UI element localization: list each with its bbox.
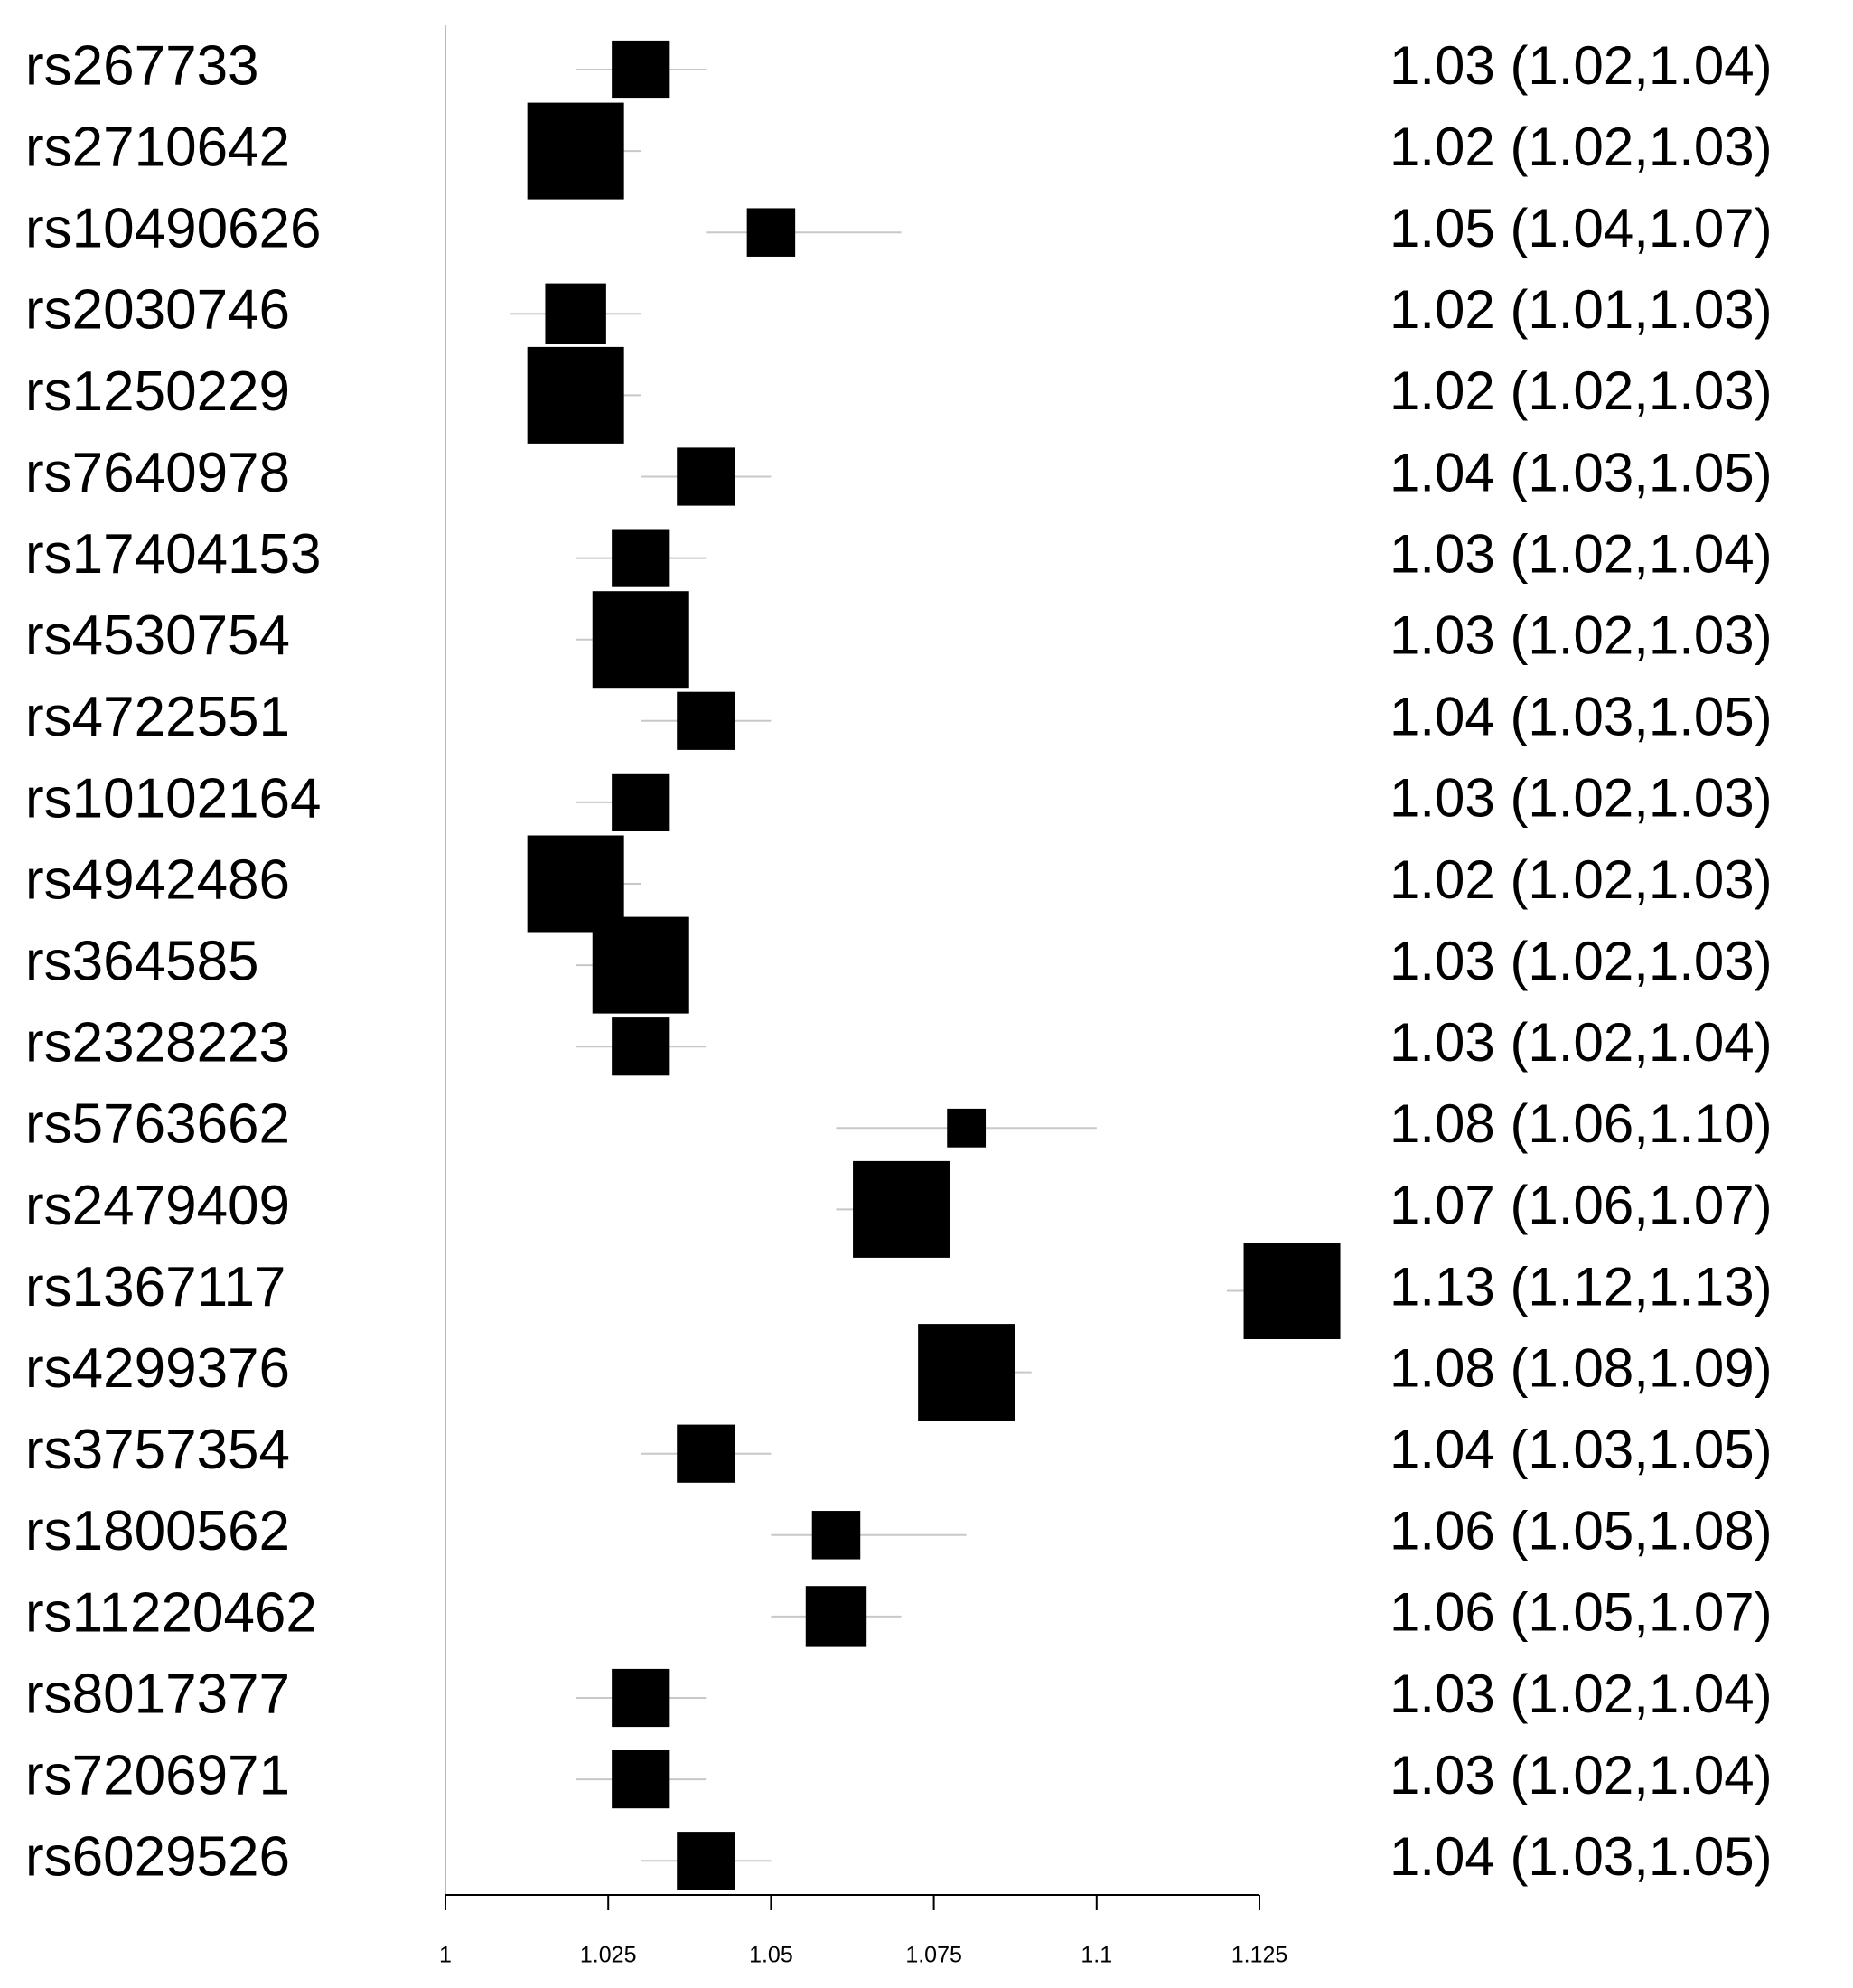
estimate-label: 1.03 (1.02,1.04) [1390, 523, 1773, 584]
row-label: rs2710642 [25, 116, 290, 178]
estimate-label: 1.13 (1.12,1.13) [1390, 1256, 1773, 1317]
x-tick-label: 1.1 [1081, 1943, 1112, 1968]
estimate-box [918, 1324, 1015, 1421]
row-label: rs11220462 [25, 1581, 317, 1644]
estimate-box [592, 591, 689, 689]
x-tick-label: 1.025 [580, 1943, 637, 1968]
estimate-box [805, 1586, 867, 1647]
row-label: rs364585 [25, 930, 259, 992]
estimate-box [545, 283, 606, 345]
estimate-box [853, 1160, 950, 1258]
estimate-label: 1.03 (1.02,1.03) [1390, 768, 1773, 829]
row-label: rs2328223 [25, 1012, 290, 1074]
estimate-label: 1.03 (1.02,1.04) [1390, 1664, 1773, 1724]
row-label: rs7206971 [25, 1744, 290, 1806]
estimate-label: 1.03 (1.02,1.04) [1390, 35, 1773, 96]
estimate-label: 1.07 (1.06,1.07) [1390, 1175, 1773, 1235]
estimate-label: 1.04 (1.03,1.05) [1390, 687, 1773, 747]
estimate-label: 1.03 (1.02,1.03) [1390, 605, 1773, 666]
estimate-box [677, 1424, 735, 1483]
row-label: rs267733 [25, 34, 259, 97]
row-label: rs5763662 [25, 1093, 290, 1156]
estimate-box [612, 773, 670, 831]
estimate-box [746, 208, 796, 257]
row-label: rs1250229 [25, 361, 290, 423]
estimate-label: 1.02 (1.02,1.03) [1390, 117, 1773, 177]
estimate-box [612, 529, 670, 587]
estimate-label: 1.06 (1.05,1.07) [1390, 1582, 1773, 1643]
estimate-box [612, 40, 670, 99]
row-label: rs17404153 [25, 523, 322, 586]
row-label: rs4722551 [25, 686, 290, 748]
estimate-box [612, 1750, 670, 1809]
estimate-label: 1.04 (1.03,1.05) [1390, 1420, 1773, 1480]
estimate-box [947, 1108, 987, 1148]
row-label: rs4942486 [25, 849, 290, 911]
estimate-label: 1.03 (1.02,1.03) [1390, 931, 1773, 991]
row-label: rs4299376 [25, 1337, 290, 1400]
row-label: rs1367117 [25, 1256, 285, 1318]
estimate-box [612, 1017, 670, 1076]
x-tick-label: 1.075 [905, 1943, 962, 1968]
estimate-box [592, 916, 689, 1014]
estimate-box [527, 835, 624, 933]
estimate-box [677, 447, 735, 506]
estimate-label: 1.04 (1.03,1.05) [1390, 1826, 1773, 1887]
estimate-label: 1.08 (1.06,1.10) [1390, 1093, 1773, 1154]
estimate-box [677, 1832, 735, 1890]
estimate-box [1243, 1242, 1341, 1339]
x-tick-label: 1.125 [1231, 1943, 1288, 1968]
estimate-label: 1.02 (1.01,1.03) [1390, 279, 1773, 340]
estimate-label: 1.03 (1.02,1.04) [1390, 1745, 1773, 1805]
estimate-box [527, 102, 624, 200]
x-tick-label: 1 [439, 1943, 452, 1968]
estimate-box [811, 1511, 861, 1560]
estimate-label: 1.02 (1.02,1.03) [1390, 849, 1773, 910]
row-label: rs2479409 [25, 1175, 290, 1237]
x-tick-label: 1.05 [749, 1943, 793, 1968]
estimate-box [612, 1668, 670, 1728]
row-label: rs2030746 [25, 279, 290, 342]
row-label: rs3757354 [25, 1419, 290, 1481]
estimate-label: 1.03 (1.02,1.04) [1390, 1012, 1773, 1073]
estimate-label: 1.06 (1.05,1.08) [1390, 1501, 1773, 1561]
estimate-label: 1.08 (1.08,1.09) [1390, 1337, 1773, 1398]
row-label: rs10490626 [25, 198, 322, 260]
row-label: rs1800562 [25, 1500, 290, 1562]
estimate-box [677, 691, 735, 750]
row-label: rs6029526 [25, 1826, 290, 1889]
estimate-label: 1.05 (1.04,1.07) [1390, 198, 1773, 258]
estimate-box [527, 346, 624, 444]
row-label: rs10102164 [25, 767, 322, 830]
estimate-label: 1.02 (1.02,1.03) [1390, 361, 1773, 421]
estimate-label: 1.04 (1.03,1.05) [1390, 442, 1773, 502]
row-label: rs8017377 [25, 1663, 290, 1725]
row-label: rs4530754 [25, 605, 290, 667]
row-label: rs7640978 [25, 442, 290, 504]
